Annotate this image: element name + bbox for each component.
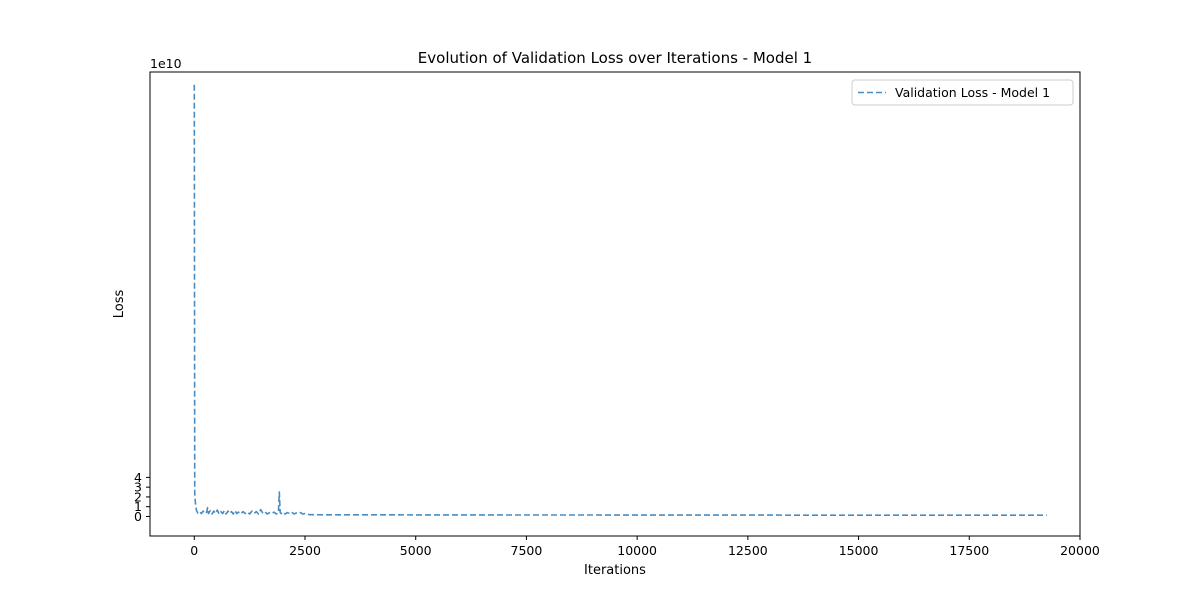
y-axis-label: Loss [112, 290, 127, 319]
chart-title: Evolution of Validation Loss over Iterat… [418, 49, 812, 67]
y-tick-label: 1 [134, 499, 142, 514]
series-layer [193, 84, 1047, 516]
x-tick-label: 2500 [289, 543, 321, 558]
plot-frame [149, 71, 1081, 537]
y-tick-label: 2 [134, 489, 142, 504]
x-axis-label: Iterations [584, 563, 646, 578]
x-tick-label: 15000 [839, 543, 879, 558]
y-offset-label: 1e10 [150, 56, 182, 71]
x-tick-label: 20000 [1060, 543, 1100, 558]
x-tick-label: 17500 [949, 543, 989, 558]
series-line [193, 84, 1047, 516]
x-tick-label: 7500 [511, 543, 543, 558]
x-tick-label: 0 [190, 543, 198, 558]
plot-area [149, 71, 1081, 537]
y-tick-label: 4 [134, 470, 142, 485]
y-tick-label: 0 [134, 509, 142, 524]
x-tick-label: 10000 [617, 543, 657, 558]
x-axis: 0 2500 5000 7500 10000 12500 15000 17500 20000 [190, 536, 1100, 558]
legend-box [851, 79, 1074, 106]
x-tick-label: 12500 [728, 543, 768, 558]
legend: Validation Loss - Model 1 [851, 79, 1074, 106]
legend-entry-label: Validation Loss - Model 1 [895, 85, 1050, 100]
y-tick-label: 3 [134, 480, 142, 495]
x-tick-label: 5000 [400, 543, 432, 558]
